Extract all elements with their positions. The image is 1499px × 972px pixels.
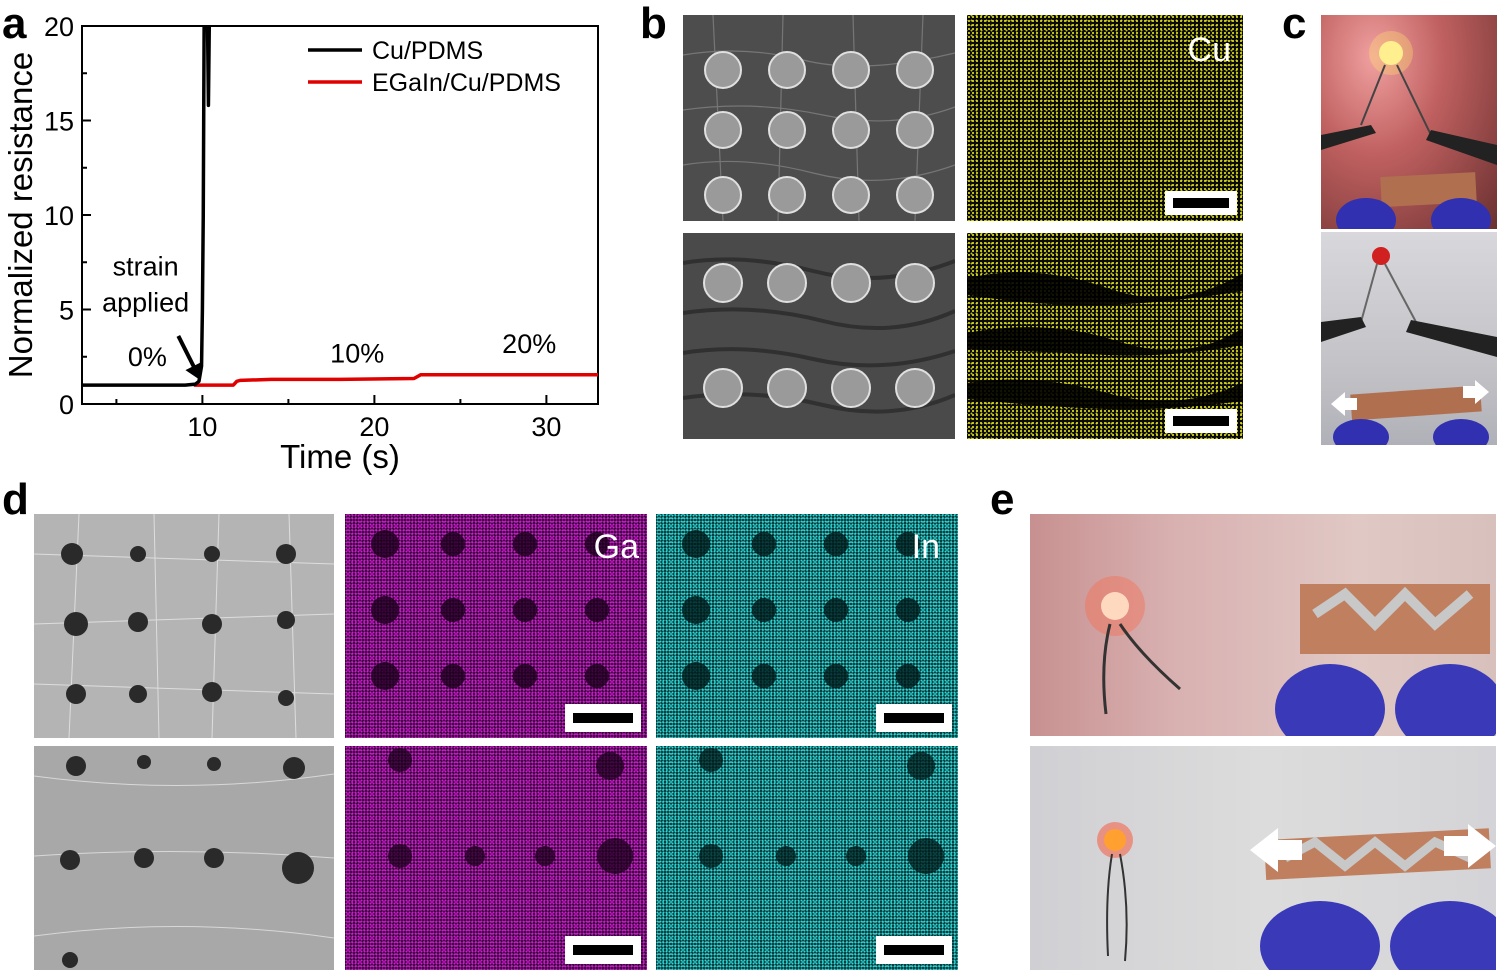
chart-annotation: 20% bbox=[502, 329, 556, 359]
series-line-egain-cu-pdms bbox=[193, 372, 598, 387]
y-axis-label: Normalized resistance bbox=[2, 52, 39, 378]
y-tick-label: 10 bbox=[44, 201, 74, 231]
x-tick-label: 30 bbox=[531, 412, 561, 442]
eds-map-in-strained bbox=[656, 746, 958, 970]
eds-map-in-unstrained: In bbox=[656, 514, 958, 738]
chart-annotation: strain bbox=[113, 251, 179, 281]
chart-annotation: 0% bbox=[128, 342, 167, 372]
photo-contents bbox=[1085, 576, 1496, 736]
element-label-cu: Cu bbox=[1187, 31, 1231, 69]
eds-map-ga-strained bbox=[345, 746, 647, 970]
photo-led-circuit-stretched bbox=[1030, 746, 1496, 970]
y-tick-label: 20 bbox=[44, 12, 74, 42]
y-tick-label: 5 bbox=[59, 296, 74, 326]
sem-texture bbox=[34, 514, 334, 738]
element-label-in: In bbox=[911, 528, 940, 566]
scale-bar bbox=[1165, 409, 1237, 433]
eds-map-cu-strained bbox=[967, 233, 1243, 439]
sem-image-egain-unstrained bbox=[34, 514, 334, 738]
sem-texture bbox=[683, 15, 955, 221]
photo-contents bbox=[1321, 31, 1497, 229]
photo-led-stretched bbox=[1321, 232, 1497, 445]
panel-letter-c: c bbox=[1282, 0, 1307, 48]
photo-contents bbox=[1321, 247, 1497, 445]
scale-bar bbox=[565, 936, 641, 964]
sem-texture bbox=[34, 746, 334, 970]
scale-bar bbox=[876, 704, 952, 732]
panel-letter-b: b bbox=[640, 0, 667, 48]
panel-letter-a: a bbox=[2, 0, 27, 48]
sem-image-cu-unstrained bbox=[683, 15, 955, 221]
chart-annotations: strain applied 0% 10% 20% bbox=[102, 251, 556, 381]
photo-contents bbox=[1097, 822, 1496, 970]
strain-arrow-head bbox=[185, 362, 202, 381]
sem-image-cu-strained bbox=[683, 233, 955, 439]
x-axis-label: Time (s) bbox=[280, 438, 400, 475]
x-tick-label: 10 bbox=[187, 412, 217, 442]
eds-map-cu-unstrained: Cu bbox=[967, 15, 1243, 221]
panel-letter-e: e bbox=[990, 475, 1015, 524]
dark-spots bbox=[699, 748, 944, 874]
legend-label: Cu/PDMS bbox=[372, 37, 483, 65]
dark-spots bbox=[682, 530, 920, 690]
y-tick-label: 15 bbox=[44, 107, 74, 137]
photo-led-unstretched bbox=[1321, 15, 1497, 229]
element-label-ga: Ga bbox=[593, 528, 639, 566]
chart-annotation: applied bbox=[102, 287, 189, 317]
scale-bar bbox=[565, 704, 641, 732]
chart-series bbox=[82, 26, 598, 387]
crack-overlay bbox=[967, 272, 1243, 410]
eds-map-ga-unstrained: Ga bbox=[345, 514, 647, 738]
series-line-cu-pdms bbox=[82, 26, 212, 387]
y-tick-label: 0 bbox=[59, 390, 74, 420]
chart-legend: Cu/PDMS EGaIn/Cu/PDMS bbox=[308, 37, 561, 97]
photo-led-circuit-unstretched bbox=[1030, 514, 1496, 736]
panel-letter-d: d bbox=[2, 475, 29, 524]
sem-image-egain-strained bbox=[34, 746, 334, 970]
scale-bar bbox=[876, 936, 952, 964]
legend-label: EGaIn/Cu/PDMS bbox=[372, 69, 561, 97]
x-tick-label: 20 bbox=[359, 412, 389, 442]
scale-bar bbox=[1165, 191, 1237, 215]
chart-annotation: 10% bbox=[330, 338, 384, 368]
dark-spots bbox=[371, 530, 609, 690]
sem-texture bbox=[683, 233, 955, 439]
dark-spots bbox=[388, 748, 633, 874]
